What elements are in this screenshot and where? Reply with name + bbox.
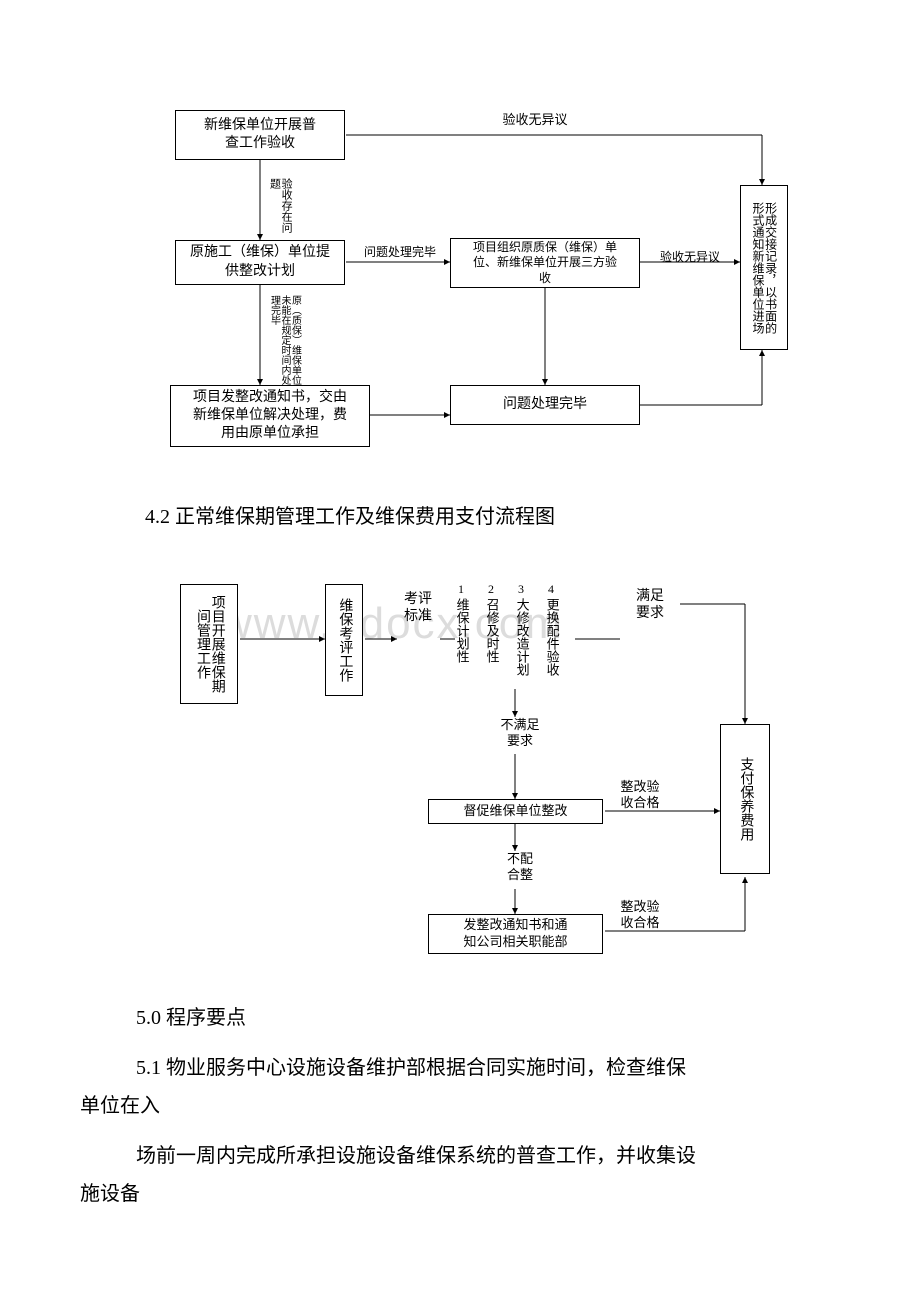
crit-4-num: 4	[548, 582, 554, 597]
node-standard: 考评 标准	[397, 592, 439, 626]
node-done: 问题处理完毕	[450, 385, 640, 425]
crit-4: 更换配件验收	[545, 598, 559, 676]
node-notice: 项目发整改通知书，交由 新维保单位解决处理，费 用由原单位承担	[170, 385, 370, 447]
crit-3-num: 3	[518, 582, 524, 597]
criteria-group: 1 维保计划性 2 召修及时性 3 大修改造计划 4 更换配件验收	[455, 582, 575, 690]
heading-4-2: 4.2 正常维保期管理工作及维保费用支付流程图	[145, 500, 920, 529]
label-satisfy: 满足 要求	[625, 589, 675, 623]
para-5-1a: 5.1 物业服务中心设施设备维护部根据合同实施时间，检查维保	[80, 1049, 840, 1087]
label-pass-2: 整改验 收合格	[610, 899, 670, 930]
node-urge-rectify: 督促维保单位整改	[428, 799, 603, 824]
para-5-2b: 施设备	[80, 1175, 840, 1213]
node-rectify-plan: 原施工（维保）单位提 供整改计划	[175, 240, 345, 285]
edge-n2n4-label: 问题处理完毕	[350, 245, 450, 259]
node-project-start: 项目开展维保期间管理工作	[180, 584, 238, 704]
heading-5-0: 5.0 程序要点	[80, 999, 840, 1037]
crit-2: 召修及时性	[485, 598, 499, 663]
label-noncoop: 不配 合整	[495, 851, 545, 882]
flowchart-acceptance: 新维保单位开展普 查工作验收 验收无异议 验收存在问题 原施工（维保）单位提 供…	[0, 100, 920, 470]
crit-1: 维保计划性	[455, 598, 469, 663]
node-three-party: 项目组织原质保（维保）单 位、新维保单位开展三方验 收	[450, 238, 640, 288]
edge-top-label: 验收无异议	[470, 112, 600, 128]
node-pay: 支付保养费用	[720, 724, 770, 874]
node-handover: 形成交接记录，以书面的形式通知新维保单位进场	[740, 185, 788, 350]
para-5-1b: 单位在入	[80, 1087, 840, 1125]
label-unsatisfy: 不满足 要求	[490, 717, 550, 748]
section-5: 5.0 程序要点 5.1 物业服务中心设施设备维护部根据合同实施时间，检查维保 …	[80, 999, 840, 1213]
crit-2-num: 2	[488, 582, 494, 597]
para-5-2a: 场前一周内完成所承担设施设备维保系统的普查工作，并收集设	[80, 1137, 840, 1175]
label-pass-1: 整改验 收合格	[610, 779, 670, 810]
node-new-unit-inspect: 新维保单位开展普 查工作验收	[175, 110, 345, 160]
crit-1-num: 1	[458, 582, 464, 597]
edge-n2n3-label: 原（质保）维保单位未能在规定时间内处理完毕	[268, 295, 300, 385]
edge-n1n2-label: 验收存在问题	[268, 178, 291, 238]
edge-n4n6-label: 验收无异议	[645, 250, 735, 264]
node-issue-notice: 发整改通知书和通 知公司相关职能部	[428, 914, 603, 954]
node-eval-work: 维保考评工作	[325, 584, 363, 696]
flowchart-maintenance-payment: www.bdocx.com	[0, 579, 920, 989]
crit-3: 大修改造计划	[515, 598, 529, 676]
